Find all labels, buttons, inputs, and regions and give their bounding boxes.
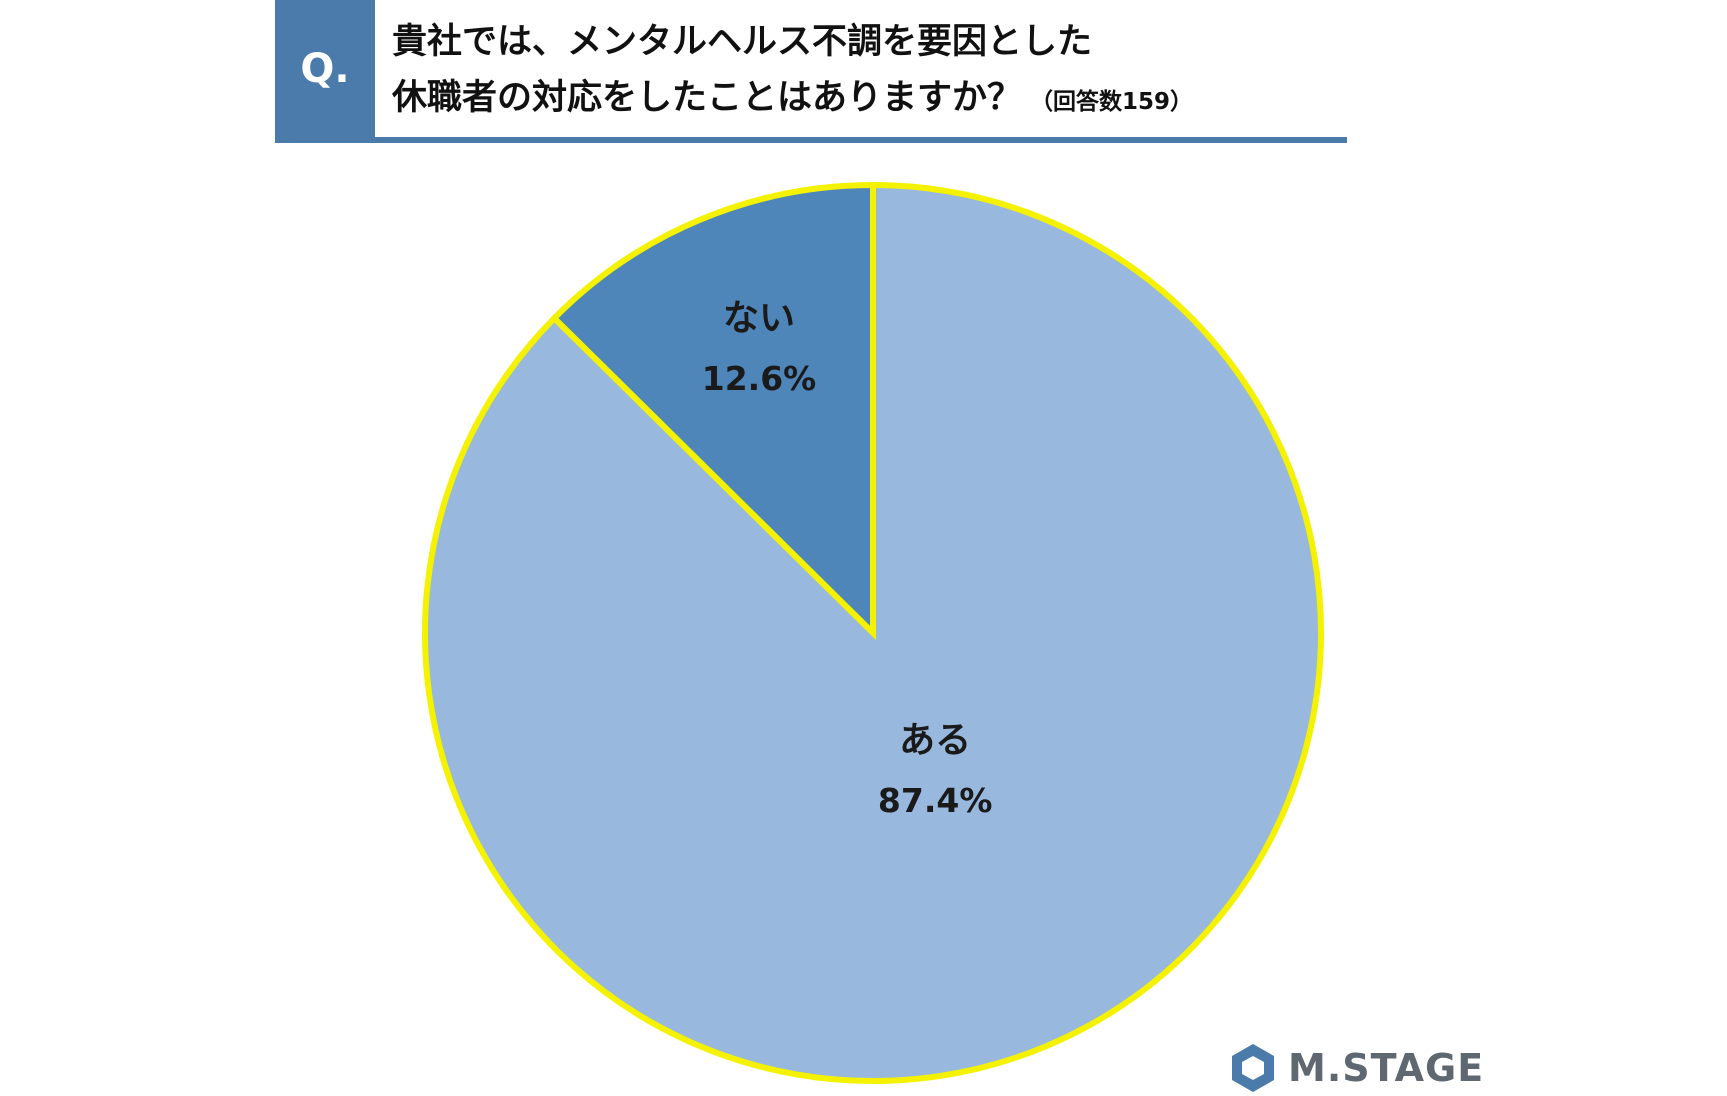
q-label: Q. bbox=[300, 46, 350, 92]
question-header: Q. 貴社では、メンタルヘルス不調を要因とした 休職者の対応をしたことはあります… bbox=[275, 0, 1347, 143]
pie-slice-0 bbox=[549, 181, 876, 641]
slice-category-label-0: ない bbox=[723, 298, 795, 339]
slice-category-label-1: ある bbox=[899, 720, 971, 761]
pie-labels: ない 12.6% ある 87.4% bbox=[702, 298, 993, 820]
question-line-2: 休職者の対応をしたことはありますか？ （回答数159） bbox=[392, 70, 1342, 130]
hexagon-logo-icon bbox=[1232, 1044, 1274, 1092]
brand-logo: M.STAGE bbox=[1230, 1040, 1484, 1096]
slice-value-label-1: 87.4% bbox=[878, 781, 993, 820]
slice-value-label-0: 12.6% bbox=[702, 359, 817, 398]
header-underline bbox=[275, 137, 1347, 143]
pie-slices bbox=[422, 181, 1324, 1084]
question-line-2-text: 休職者の対応をしたことはありますか？ bbox=[392, 78, 1023, 118]
pie-slice-1 bbox=[422, 181, 1324, 1084]
q-badge: Q. bbox=[275, 0, 375, 138]
respondents-note: （回答数159） bbox=[1030, 89, 1194, 115]
question-text: 貴社では、メンタルヘルス不調を要因とした 休職者の対応をしたことはありますか？ （… bbox=[392, 14, 1342, 130]
question-line-1: 貴社では、メンタルヘルス不調を要因とした bbox=[392, 22, 1093, 62]
logo-text: M.STAGE bbox=[1288, 1046, 1485, 1090]
